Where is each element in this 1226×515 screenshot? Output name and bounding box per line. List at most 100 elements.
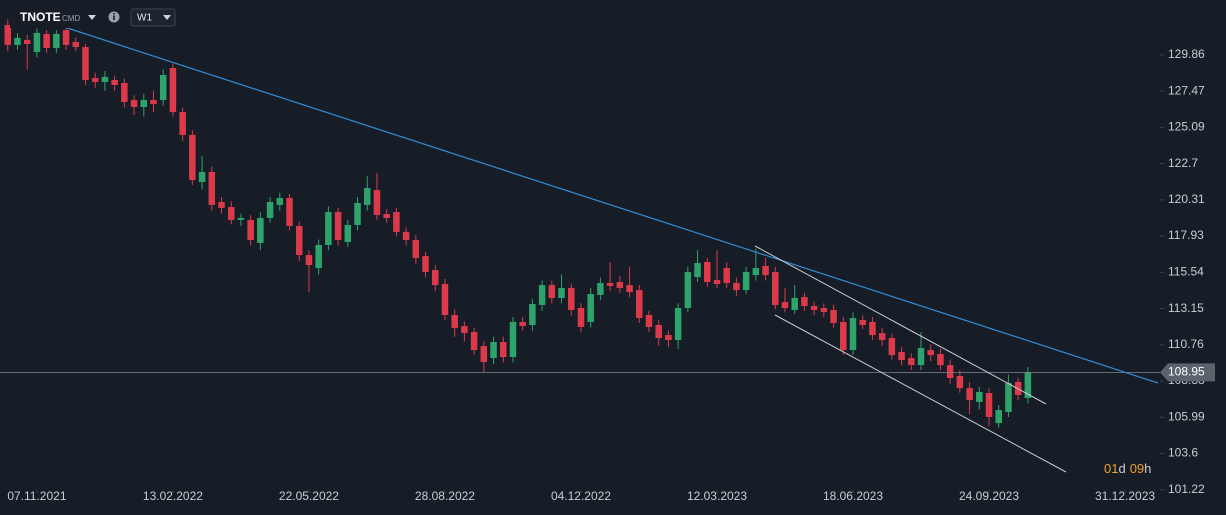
- candle-body: [946, 365, 954, 378]
- candle-body: [179, 112, 186, 135]
- candle-body: [130, 100, 138, 108]
- candle-body: [121, 83, 128, 103]
- candle-body: [820, 307, 828, 312]
- candle-body: [859, 319, 866, 325]
- candle-body: [869, 321, 876, 336]
- candle-body: [529, 304, 536, 325]
- candle-body: [684, 272, 692, 308]
- candle-body: [655, 324, 662, 339]
- candle-body: [257, 217, 264, 244]
- x-tick-label: 28.08.2022: [415, 489, 475, 503]
- candle-body: [791, 297, 798, 310]
- candle-body: [4, 25, 12, 45]
- timeframe: W1: [137, 13, 152, 24]
- info-icon-dot: [113, 13, 115, 15]
- candle-body: [830, 309, 837, 324]
- candle-body: [558, 287, 565, 298]
- y-tick-label: 117.93: [1168, 228, 1204, 242]
- axes: 129.86 127.47 125.09 122.7 120.31 117.93 115.5…: [7, 47, 1215, 503]
- candle-body: [315, 245, 322, 269]
- candle-body: [43, 34, 50, 48]
- symbol-dropdown[interactable]: [88, 15, 96, 20]
- candle-body: [82, 47, 89, 80]
- candle-body: [704, 262, 711, 283]
- candle-body: [801, 297, 808, 307]
- countdown: 01d 09h: [1104, 461, 1151, 476]
- candle-body: [140, 100, 148, 108]
- candle-body: [878, 333, 886, 341]
- candle-body: [606, 282, 614, 286]
- y-tick-label: 122.7: [1168, 156, 1198, 170]
- current-price-box: [1160, 363, 1215, 382]
- candle-body: [1024, 372, 1032, 399]
- candle-body: [917, 348, 925, 366]
- candle-body: [305, 255, 313, 266]
- candle-body: [412, 239, 420, 259]
- countdown-d: d: [1118, 461, 1125, 476]
- candle-body: [276, 197, 284, 205]
- y-tick-label: 110.76: [1168, 337, 1204, 351]
- candle-body: [568, 287, 575, 310]
- candle-body: [402, 231, 410, 240]
- x-tick-label: 24.09.2023: [959, 489, 1019, 503]
- candle-body: [150, 100, 157, 104]
- candle-body: [373, 190, 381, 215]
- candle-body: [286, 197, 293, 227]
- candle-body: [742, 272, 750, 291]
- candle-body: [577, 307, 585, 327]
- candle-body: [334, 212, 342, 240]
- candle-body: [509, 321, 517, 358]
- candle-body: [937, 353, 944, 366]
- candle-body: [976, 391, 983, 402]
- candle-body: [733, 282, 740, 291]
- candle-body: [985, 393, 993, 417]
- candle-body: [72, 42, 80, 48]
- candle-body: [616, 282, 624, 288]
- candle-body: [237, 217, 245, 220]
- candle-body: [354, 202, 361, 225]
- candle-body: [888, 338, 896, 356]
- candle-body: [461, 326, 468, 334]
- current-price-label: 108.95: [1168, 365, 1205, 379]
- candle-body: [218, 202, 225, 208]
- y-tick-label: 101.22: [1168, 482, 1205, 496]
- candle-body: [538, 285, 546, 305]
- x-tick-label: 18.06.2023: [823, 489, 883, 503]
- symbol[interactable]: TNOTE: [20, 10, 61, 24]
- candle-body: [956, 376, 964, 389]
- candle-body: [674, 307, 682, 341]
- candle-body: [587, 294, 594, 322]
- timeframe-dropdown[interactable]: [163, 15, 171, 20]
- candle-body: [169, 68, 177, 113]
- channel-lower: [774, 314, 1067, 473]
- candle-body: [645, 314, 653, 327]
- candle-body: [470, 331, 478, 351]
- channel-upper: [754, 245, 1047, 405]
- candle-body: [422, 256, 429, 273]
- candle-body: [325, 212, 332, 245]
- candle-body: [665, 335, 672, 341]
- y-tick-label: 115.54: [1168, 264, 1204, 278]
- candle-body: [490, 341, 497, 359]
- candle-body: [898, 352, 905, 361]
- candle-body: [927, 350, 934, 356]
- candle-body: [995, 410, 1002, 424]
- candle-body: [208, 171, 216, 205]
- candle-body: [519, 321, 526, 327]
- candle-body: [227, 207, 235, 220]
- candle-body: [111, 79, 118, 86]
- timeframe-box[interactable]: [130, 8, 176, 27]
- candle-body: [33, 32, 41, 53]
- candle-body: [441, 284, 449, 315]
- candle-body: [101, 76, 109, 82]
- plot-area: [0, 19, 1160, 428]
- candle-body: [62, 30, 70, 45]
- candle-body: [781, 302, 789, 308]
- candle-body: [480, 345, 488, 363]
- countdown-days: 01: [1104, 461, 1118, 476]
- candle-body: [23, 39, 31, 45]
- y-tick-label: 129.86: [1168, 47, 1205, 61]
- candle-body: [752, 268, 760, 276]
- trend-line: [57, 24, 1159, 384]
